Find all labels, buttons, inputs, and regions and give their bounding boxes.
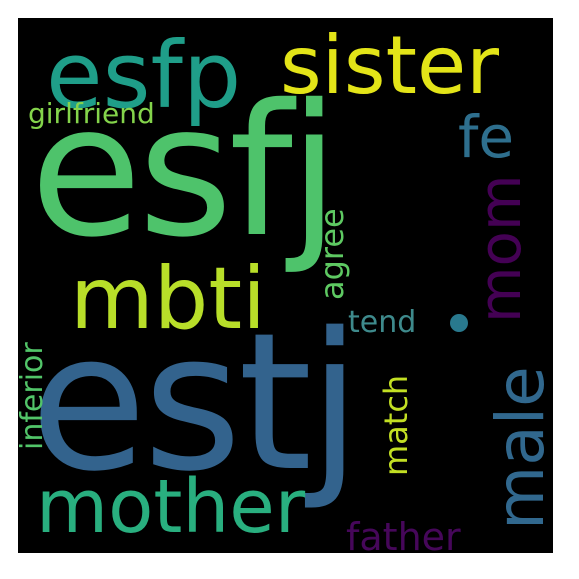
- word-male: male: [482, 366, 553, 530]
- word-tend: tend: [348, 305, 417, 340]
- word-mbti: mbti: [70, 249, 266, 349]
- word-fe: fe: [458, 103, 515, 171]
- dot-mark: [450, 314, 468, 332]
- word-cloud: esfj estj esfp sister fe mbti girlfriend…: [18, 18, 553, 553]
- word-inferior: inferior: [18, 342, 50, 450]
- word-girlfriend: girlfriend: [28, 97, 155, 130]
- word-agree: agree: [313, 208, 351, 300]
- word-mother: mother: [36, 464, 306, 550]
- word-esfp: esfp: [46, 22, 242, 129]
- word-father: father: [346, 515, 461, 553]
- word-mom: mom: [466, 174, 534, 323]
- word-sister: sister: [280, 19, 500, 112]
- word-estj: estj: [30, 292, 361, 513]
- word-match: match: [377, 374, 415, 476]
- word-esfj: esfj: [30, 65, 339, 277]
